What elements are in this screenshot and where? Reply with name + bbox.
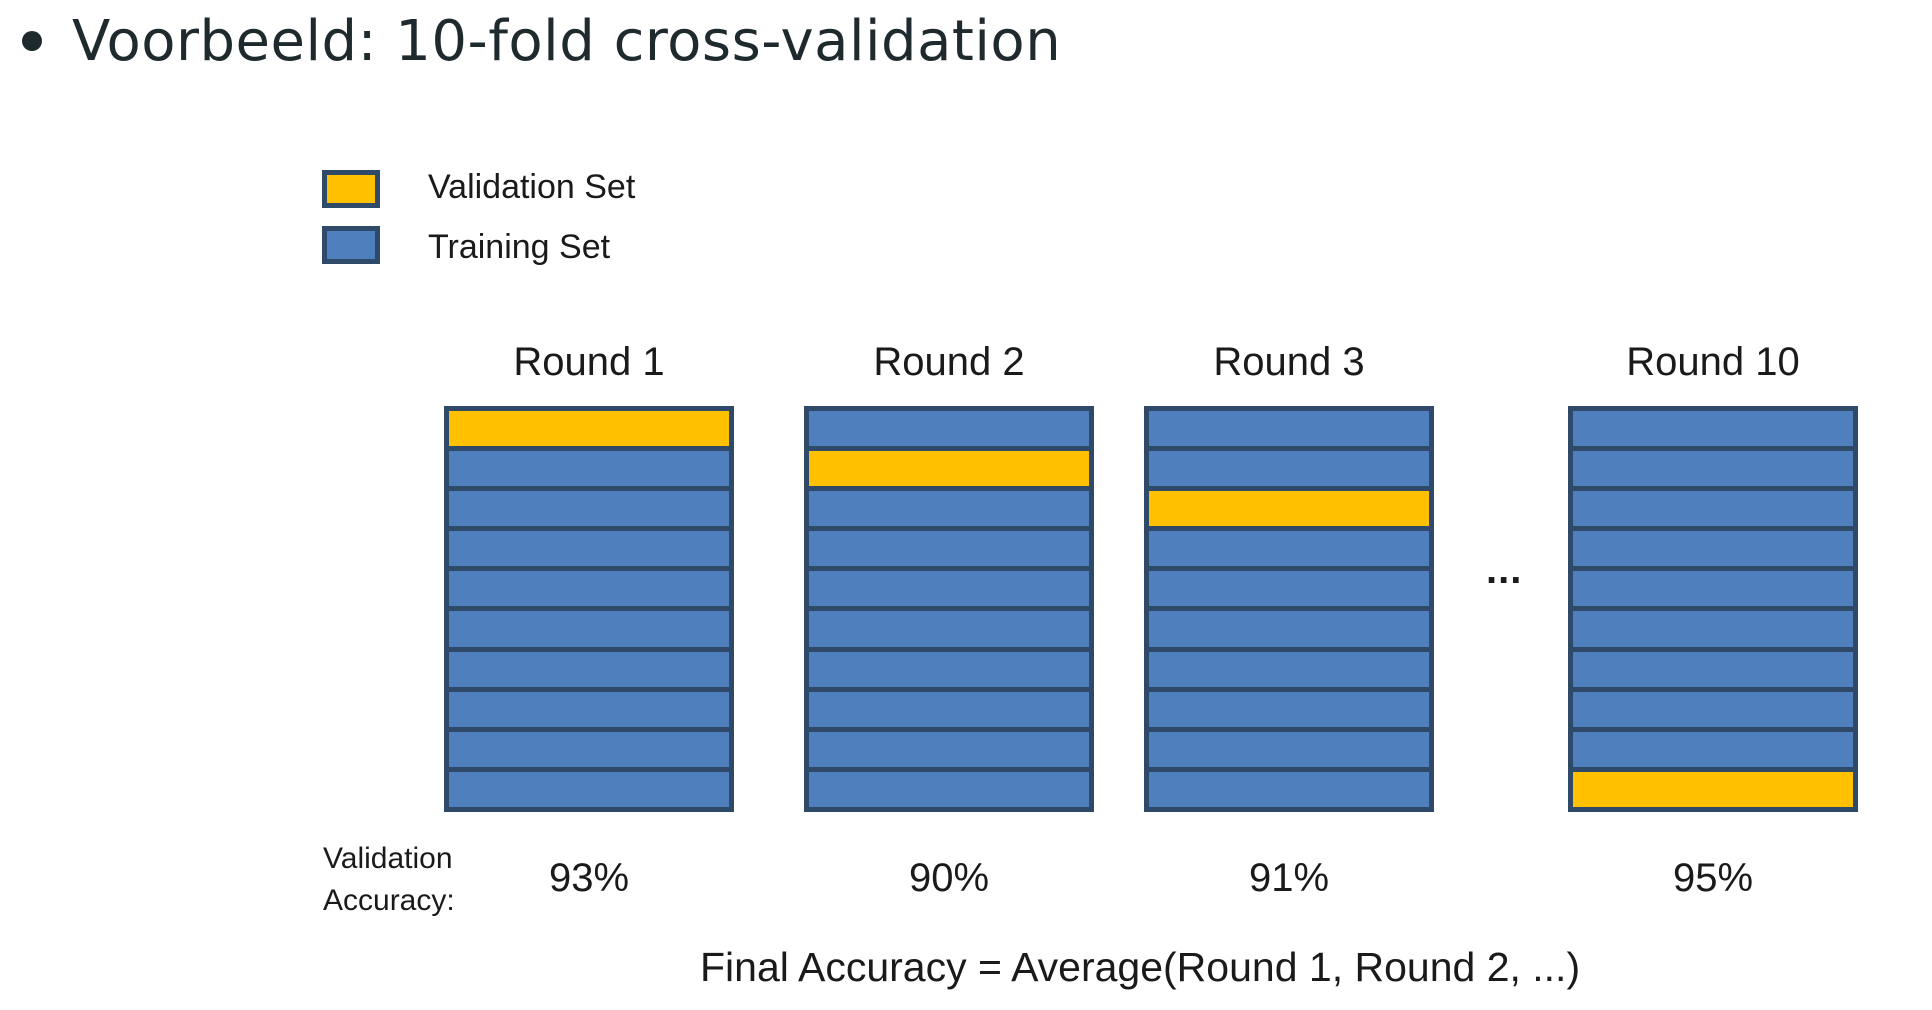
ellipsis: ... [1486, 548, 1523, 592]
training-fold [449, 451, 729, 487]
accuracy-value-10: 95% [1672, 856, 1754, 900]
accuracy-value-2: 90% [908, 856, 990, 900]
legend-validation-swatch [322, 170, 380, 208]
accuracy-value-1: 93% [548, 856, 630, 900]
training-fold [809, 611, 1089, 647]
training-fold [1573, 651, 1853, 687]
training-fold [809, 531, 1089, 567]
training-fold [809, 771, 1089, 807]
training-fold [809, 411, 1089, 447]
training-fold [1149, 531, 1429, 567]
training-fold [449, 491, 729, 527]
validation-fold [449, 411, 729, 447]
training-fold [1573, 571, 1853, 607]
round-label-10: Round 10 [1626, 340, 1800, 384]
training-fold [1573, 531, 1853, 567]
training-fold [809, 691, 1089, 727]
round-box-1 [444, 406, 734, 812]
training-fold [809, 491, 1089, 527]
training-fold [1149, 611, 1429, 647]
training-fold [809, 651, 1089, 687]
round-box-3 [1144, 406, 1434, 812]
round-box-2 [804, 406, 1094, 812]
validation-fold [1573, 771, 1853, 807]
training-fold [1573, 731, 1853, 767]
training-fold [449, 691, 729, 727]
legend-validation-label: Validation Set [428, 168, 636, 206]
training-fold [1573, 611, 1853, 647]
training-fold [1149, 571, 1429, 607]
validation-fold [809, 451, 1089, 487]
bullet-dot-icon [22, 31, 42, 51]
training-fold [449, 771, 729, 807]
training-fold [449, 651, 729, 687]
bullet-item: Voorbeeld: 10-fold cross-validation [22, 6, 1061, 76]
legend-training-swatch [322, 226, 380, 264]
accuracy-label-line1: Validation [323, 842, 453, 875]
accuracy-label-line2: Accuracy: [323, 884, 455, 917]
training-fold [1573, 491, 1853, 527]
training-fold [1149, 651, 1429, 687]
training-fold [1573, 451, 1853, 487]
training-fold [1149, 451, 1429, 487]
round-label-2: Round 2 [873, 340, 1025, 384]
round-label-1: Round 1 [513, 340, 665, 384]
training-fold [1149, 411, 1429, 447]
accuracy-label: Validation Accuracy: [323, 838, 455, 922]
training-fold [1149, 771, 1429, 807]
training-fold [449, 731, 729, 767]
final-accuracy-formula: Final Accuracy = Average(Round 1, Round … [700, 944, 1581, 990]
training-fold [449, 531, 729, 567]
training-fold [1149, 731, 1429, 767]
legend-training-label: Training Set [428, 228, 611, 266]
training-fold [1573, 691, 1853, 727]
page-title: Voorbeeld: 10-fold cross-validation [72, 8, 1062, 74]
training-fold [449, 571, 729, 607]
validation-fold [1149, 491, 1429, 527]
training-fold [809, 571, 1089, 607]
training-fold [449, 611, 729, 647]
training-fold [1573, 411, 1853, 447]
round-label-3: Round 3 [1213, 340, 1365, 384]
accuracy-value-3: 91% [1248, 856, 1330, 900]
round-box-10 [1568, 406, 1858, 812]
training-fold [809, 731, 1089, 767]
training-fold [1149, 691, 1429, 727]
